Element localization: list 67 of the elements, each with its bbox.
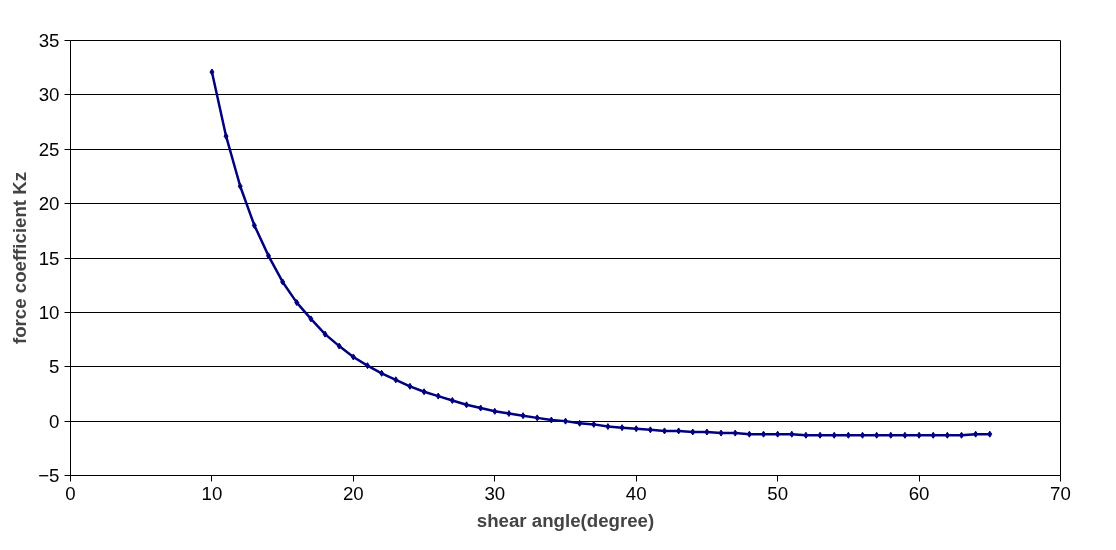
y-tick-label: 35 — [38, 30, 60, 51]
point — [633, 425, 639, 433]
point — [591, 420, 597, 428]
point — [421, 388, 427, 396]
point — [690, 428, 696, 436]
x-tick-label: 40 — [625, 482, 647, 504]
point — [987, 430, 993, 438]
point — [973, 430, 979, 438]
x-tick-label: 10 — [201, 482, 223, 504]
y-tick-label: 15 — [38, 247, 60, 269]
point — [237, 182, 243, 190]
point — [902, 431, 908, 439]
y-tick-label: 5 — [49, 356, 60, 378]
y-axis-title: force coefficient Kz — [9, 171, 31, 345]
y-tick-label: 20 — [38, 193, 60, 215]
point — [407, 382, 413, 390]
point — [223, 132, 229, 140]
point — [676, 427, 682, 435]
point — [251, 221, 257, 229]
x-tick-label: 70 — [1050, 482, 1071, 504]
point — [831, 431, 837, 439]
point — [704, 428, 710, 436]
point — [308, 315, 314, 323]
point — [605, 423, 611, 431]
point — [435, 392, 441, 400]
point — [930, 431, 936, 439]
point — [280, 278, 286, 286]
point — [775, 430, 781, 438]
point — [492, 407, 498, 415]
point — [803, 431, 809, 439]
x-tick-label: 50 — [767, 482, 789, 504]
x-tick-label: 60 — [908, 482, 930, 504]
point — [393, 376, 399, 384]
point — [379, 369, 385, 377]
point — [322, 330, 328, 338]
point — [944, 431, 950, 439]
point — [520, 412, 526, 420]
point — [789, 430, 795, 438]
x-tick-label: 20 — [342, 482, 364, 504]
point — [449, 396, 455, 404]
point — [294, 299, 300, 307]
point — [888, 431, 894, 439]
point — [647, 426, 653, 434]
point — [478, 404, 484, 412]
y-tick-label: 10 — [38, 301, 60, 323]
point — [746, 430, 752, 438]
x-tick-label: 0 — [65, 482, 76, 504]
y-tick-label: 0 — [49, 410, 60, 432]
point — [732, 429, 738, 437]
y-tick-label: −5 — [38, 465, 60, 486]
point — [548, 416, 554, 424]
point — [336, 342, 342, 350]
x-axis-title: shear angle(degree) — [476, 509, 655, 531]
point — [916, 431, 922, 439]
point — [874, 431, 880, 439]
point — [817, 431, 823, 439]
point — [534, 414, 540, 422]
y-tick-label: 30 — [38, 84, 60, 106]
point — [718, 429, 724, 437]
y-tick-label: 25 — [38, 138, 60, 160]
point — [845, 431, 851, 439]
point — [506, 410, 512, 418]
point — [209, 68, 215, 76]
x-tick-label: 30 — [484, 482, 506, 504]
point — [619, 424, 625, 432]
point — [350, 353, 356, 361]
point — [577, 419, 583, 427]
